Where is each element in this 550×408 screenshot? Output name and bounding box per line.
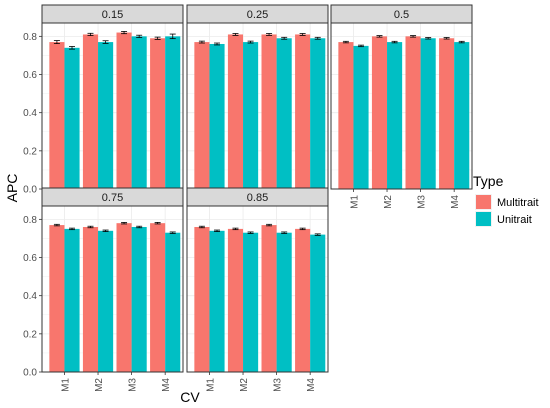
y-axis-title: APC <box>4 174 20 203</box>
bar-multitrait-m2 <box>227 34 244 190</box>
bar-unitrait-m3 <box>420 38 436 189</box>
x-tick-label: M1 <box>205 378 216 392</box>
panel-border <box>41 205 184 373</box>
legend-label-multitrait: Multitrait <box>497 197 539 209</box>
bar-unitrait-m2 <box>243 42 259 189</box>
legend-key-unitrait <box>476 212 491 226</box>
bar-unitrait-m3 <box>131 36 147 189</box>
y-tick-label: 0.0 <box>23 368 37 379</box>
bar-multitrait-m3 <box>261 225 277 372</box>
panel-border <box>330 22 473 190</box>
bar-unitrait-m1 <box>64 228 80 372</box>
bar-unitrait-m2 <box>98 42 114 189</box>
bar-multitrait-m4 <box>295 228 311 372</box>
x-axis-tick-labels: M1 M2 M3 M4 M1 M2 M3 M4 M1 M2 M3 M4 <box>60 189 461 392</box>
bar-multitrait-m2 <box>227 228 244 372</box>
x-axis-title: CV <box>180 389 200 405</box>
x-tick-label: M1 <box>349 195 360 209</box>
bar-unitrait-m1 <box>209 43 225 189</box>
bar-unitrait-m1 <box>64 47 80 189</box>
bar-multitrait-m3 <box>261 34 277 190</box>
facet-panel: 0.75 <box>41 187 184 373</box>
legend-label-unitrait: Unitrait <box>497 214 532 226</box>
bar-unitrait-m2 <box>387 42 403 189</box>
bar-unitrait-m2 <box>98 230 114 372</box>
y-tick-label: 0.4 <box>23 108 37 119</box>
legend-key-multitrait <box>476 195 491 209</box>
bar-multitrait-m1 <box>49 225 65 372</box>
bar-unitrait-m3 <box>276 38 292 189</box>
y-tick-label: 0.8 <box>23 32 37 43</box>
bar-unitrait-m4 <box>165 232 181 372</box>
facet-panel: 0.85 <box>186 187 329 373</box>
bar-unitrait-m3 <box>131 226 147 372</box>
panel-border <box>186 205 329 373</box>
bar-multitrait-m4 <box>150 223 166 372</box>
facet-strip-label: 0.85 <box>247 192 268 204</box>
x-tick-label: M4 <box>450 195 461 209</box>
facet-strip-label: 0.75 <box>102 192 123 204</box>
bar-unitrait-m4 <box>454 42 470 189</box>
bar-unitrait-m2 <box>243 232 259 372</box>
facet-strip-label: 0.5 <box>394 9 409 21</box>
facet-panel: 0.25 <box>186 4 329 190</box>
x-tick-label: M1 <box>60 378 71 392</box>
bar-multitrait-m1 <box>194 226 210 372</box>
bar-unitrait-m4 <box>310 234 326 372</box>
bar-multitrait-m1 <box>194 42 210 189</box>
legend: Type Multitrait Unitrait <box>473 173 539 227</box>
bar-multitrait-m4 <box>150 38 166 189</box>
y-tick-label: 0.6 <box>23 253 37 264</box>
bar-multitrait-m3 <box>116 223 132 372</box>
bar-multitrait-m2 <box>82 34 99 190</box>
bar-multitrait-m4 <box>295 34 311 190</box>
x-tick-label: M2 <box>239 378 250 392</box>
y-tick-label: 0.8 <box>23 215 37 226</box>
bar-multitrait-m1 <box>49 42 65 189</box>
facet-panel: 0.5 <box>330 4 473 190</box>
y-axis-tick-labels: 0.0 0.2 0.4 0.6 0.8 0.0 0.2 0.4 0.6 0.8 <box>23 32 42 379</box>
facet-panel: 0.15 <box>41 4 184 190</box>
bar-multitrait-m2 <box>82 226 99 372</box>
bar-unitrait-m1 <box>353 45 369 190</box>
facet-strip-label: 0.15 <box>102 9 123 21</box>
y-tick-label: 0.4 <box>23 291 37 302</box>
y-tick-label: 0.2 <box>23 329 37 340</box>
bar-unitrait-m1 <box>209 230 225 372</box>
y-tick-label: 0.0 <box>23 185 37 196</box>
facet-panels: 0.15 0.25 0.5 0.75 0.85 <box>41 4 473 373</box>
x-tick-label: M2 <box>94 378 105 392</box>
legend-title: Type <box>473 173 504 189</box>
x-tick-label: M3 <box>417 195 428 209</box>
facet-strip-label: 0.25 <box>247 9 268 21</box>
bar-unitrait-m4 <box>165 36 181 189</box>
bar-unitrait-m4 <box>310 38 326 189</box>
bar-multitrait-m3 <box>405 36 421 189</box>
x-tick-label: M3 <box>273 378 284 392</box>
x-tick-label: M3 <box>128 378 139 392</box>
bar-unitrait-m3 <box>276 232 292 372</box>
y-tick-label: 0.2 <box>23 146 37 157</box>
x-tick-label: M4 <box>161 378 172 392</box>
bar-multitrait-m3 <box>116 32 132 190</box>
x-tick-label: M4 <box>306 378 317 392</box>
y-tick-label: 0.6 <box>23 70 37 81</box>
bar-multitrait-m4 <box>439 38 455 189</box>
bar-multitrait-m1 <box>338 42 354 189</box>
x-tick-label: M2 <box>383 195 394 209</box>
bar-multitrait-m2 <box>371 36 388 189</box>
